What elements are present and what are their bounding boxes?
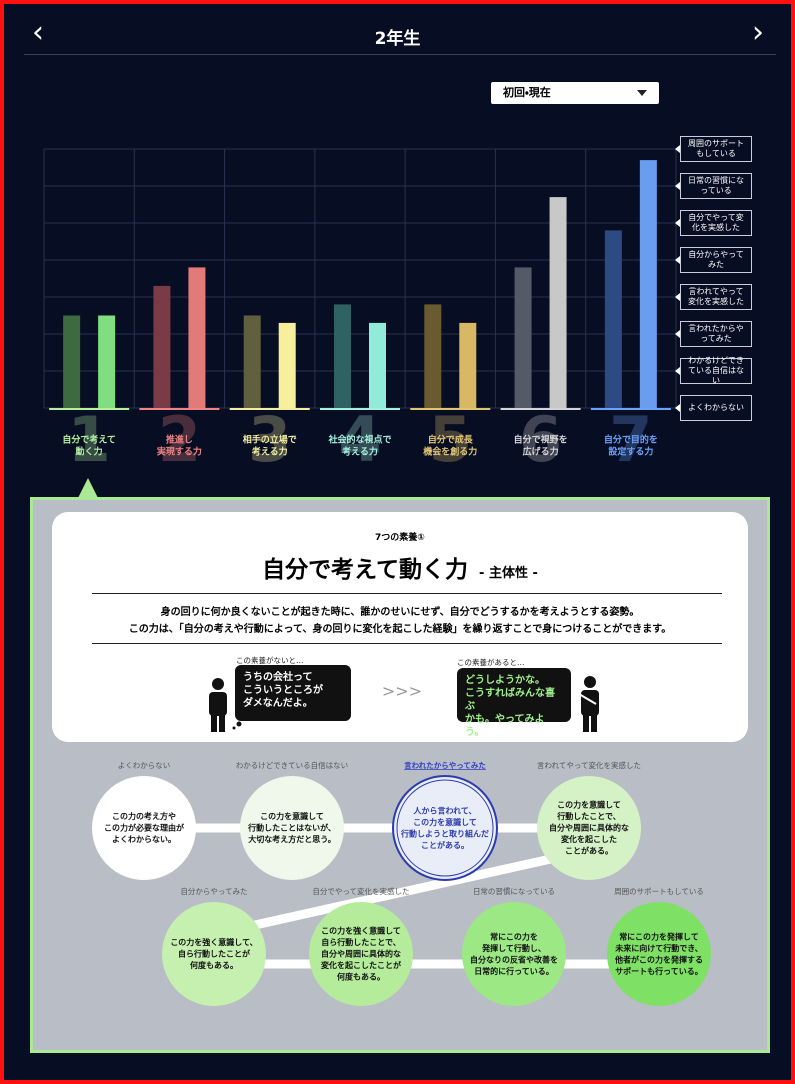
- level-text: 自分なりの反省や改善を: [470, 954, 558, 964]
- level-label: 自分からやってみた: [180, 886, 247, 896]
- level-circle: [393, 776, 497, 880]
- level-text: よくわからない。: [112, 835, 176, 844]
- level-label: 日常の習慣になっている: [473, 886, 555, 896]
- level-label: 言われてやって変化を実感した: [537, 760, 641, 770]
- level-text: 行動したことで、: [556, 811, 620, 821]
- level-text: 人から言われて、: [413, 805, 477, 815]
- level-circle: [607, 902, 711, 1006]
- level-text: 未来に向けて行動でき、: [614, 943, 702, 953]
- level-label: 周囲のサポートもしている: [614, 887, 704, 896]
- level-text: ことがある。: [421, 840, 469, 850]
- level-text: 自分や周囲に具体的な: [549, 823, 629, 833]
- level-text: この力が必要な理由が: [104, 823, 185, 833]
- level-text: 何度もある。: [190, 960, 238, 970]
- level-text: この力の考え方や: [112, 811, 176, 821]
- level-label: 言われたからやってみた: [404, 760, 486, 770]
- level-text: 大切な考え方だと思う。: [248, 834, 336, 844]
- level-text: サポートも行っている。: [615, 966, 703, 976]
- level-circle: [462, 902, 566, 1006]
- level-text: 変化を起こした: [561, 834, 617, 844]
- level-label: よくわからない: [118, 761, 171, 770]
- level-text: 行動しようと取り組んだ: [400, 828, 489, 838]
- level-text: 自ら行動したことで、: [321, 937, 400, 947]
- level-text: 自ら行動したことが: [178, 949, 251, 959]
- level-text: 自分や周囲に具体的な: [321, 949, 401, 959]
- level-text: この力を強く意識して、: [170, 937, 257, 947]
- level-text: この力を強く意識して: [321, 926, 401, 936]
- level-text: 他者がこの力を発揮する: [614, 954, 703, 964]
- level-label: 自分でやって変化を実感した: [312, 886, 409, 896]
- level-text: 常にこの力を発揮して: [619, 931, 699, 941]
- level-text: この力を意識して: [557, 800, 621, 810]
- level-text: ことがある。: [565, 846, 613, 856]
- level-text: この力を意識して: [260, 811, 324, 821]
- level-text: 常にこの力を: [490, 931, 538, 941]
- level-text: 何度もある。: [337, 972, 385, 982]
- level-text: 発揮して行動し、: [481, 943, 546, 953]
- level-text: 行動したことはないが、: [247, 823, 336, 833]
- level-label: わかるけどできている自信はない: [236, 760, 348, 770]
- level-text: この力を意識して: [413, 817, 477, 827]
- level-text: 変化を起こしたことが: [321, 960, 402, 970]
- level-text: 日常的に行っている。: [474, 966, 554, 976]
- screen: ‹ › 2年生 初回・現在 1自分で考えて動く力2推進し実現する力3相手の立場で…: [0, 0, 795, 1084]
